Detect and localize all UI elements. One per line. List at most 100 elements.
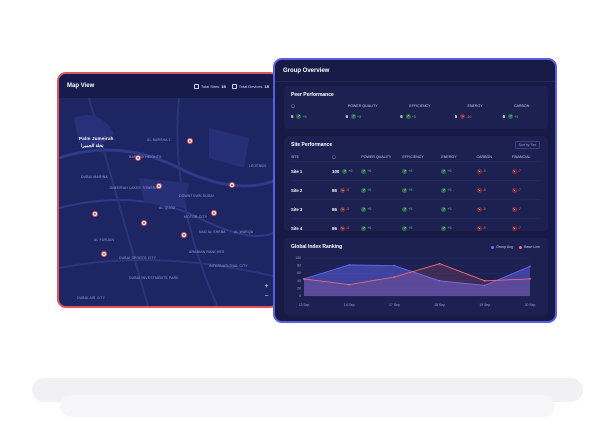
legend-base-line: Base Line	[519, 245, 540, 249]
x-tick-label: 20 Sep	[525, 303, 536, 307]
peer-header-row: ◯ POWER QUALITY EFFICIENCY ENERGY CARBON	[291, 104, 541, 108]
site-row[interactable]: Site 1 100 ↗ +5 ↗ +5 ↗ +5 ↗ +5 ↘ -5 ↘ -7	[291, 164, 541, 178]
map-place-label: AL FURJAN	[94, 238, 115, 242]
total-sites-stat: Total Sites 15	[193, 83, 226, 89]
group-title: Group Overview	[283, 67, 330, 74]
y-tick-label: 80	[297, 264, 301, 268]
map-place-label: DUBAI MARINA	[81, 175, 108, 179]
site-pin[interactable]	[187, 138, 193, 144]
site-metric-cell: ↘ -5	[476, 225, 486, 231]
data-point	[348, 283, 351, 286]
site-metric-cell: ↗ +5	[441, 168, 452, 174]
data-point	[393, 276, 396, 278]
site-performance-panel: Site Performance Sort by Tier SITE ◯ POW…	[284, 136, 548, 231]
sort-by-tier-button[interactable]: Sort by Tier	[514, 141, 540, 149]
map-place-label: DUBAI INVESTMENTS PARK	[129, 276, 179, 280]
map-canvas[interactable]: Palm Jumeirah نخلة الجميرا AL BARSHA 1 B…	[59, 98, 277, 306]
site-pin[interactable]	[135, 155, 141, 161]
map-stats: Total Sites 15 Total Devices 15	[193, 83, 269, 89]
total-sites-value: 15	[221, 83, 226, 89]
total-devices-label: Total Devices	[238, 83, 263, 89]
divider	[291, 218, 541, 219]
site-col-header: CARBON	[476, 155, 492, 159]
map-place-label: JUMEIRAH LAKES TOWERS	[109, 186, 159, 190]
divider	[291, 180, 541, 181]
site-pin[interactable]	[101, 251, 107, 257]
ranking-panel: Global Index Ranking Group Avg Base Line…	[284, 238, 548, 316]
site-metric-cell: ↗ +5	[441, 206, 452, 212]
site-pin[interactable]	[92, 211, 98, 217]
group-overview-card: Group Overview Peer Performance ◯ POWER …	[273, 58, 557, 323]
site-pin[interactable]	[141, 220, 147, 226]
data-point	[529, 265, 531, 268]
site-metric-cell: ↗ +5	[441, 187, 452, 193]
site-rows: Site 1 100 ↗ +5 ↗ +5 ↗ +5 ↗ +5 ↘ -5 ↘ -7 Site 2 86 ↘ -5 ↗ +…	[291, 164, 541, 235]
site-col-header: POWER QUALITY	[361, 155, 392, 159]
series-line	[303, 263, 531, 286]
site-pin[interactable]	[181, 232, 187, 238]
data-point	[303, 278, 305, 280]
legend-group-avg: Group Avg	[491, 245, 513, 249]
group-header: Group Overview	[275, 60, 555, 82]
peer-performance-panel: Peer Performance ◯ POWER QUALITY EFFICIE…	[284, 86, 548, 129]
site-pin[interactable]	[229, 182, 235, 188]
map-place-label: AL QUOZ	[159, 206, 176, 210]
site-pin[interactable]	[156, 183, 162, 189]
site-metric-cell: ↘ -5	[476, 206, 486, 212]
site-name: Site 1	[291, 168, 303, 174]
peer-col-header: ENERGY	[467, 104, 483, 108]
peer-col-header: CARBON	[513, 104, 530, 108]
score-icon: ◯	[332, 155, 337, 159]
site-metric-cell: ↗ +5	[402, 206, 413, 212]
peer-col-header: EFFICIENCY	[409, 104, 431, 108]
site-metric-cell: ↘ -5	[476, 187, 486, 193]
site-metric-cell: ↗ +5	[402, 187, 413, 193]
map-place-label: NAD AL SHEBA	[199, 230, 226, 234]
peer-value: 6 ↗ +5	[502, 114, 519, 119]
total-devices-value: 15	[264, 83, 269, 89]
map-place-label: Palm Jumeirah	[79, 136, 114, 141]
map-place-label: BARSHA HEIGHTS	[129, 155, 162, 159]
map-title: Map View	[67, 83, 95, 89]
total-devices-stat: Total Devices 15	[231, 83, 269, 89]
ranking-chart: 100 80 60 40 20 0 13 Sep 14 Sep 17 Sep 18 Sep 19 S…	[295, 256, 536, 307]
map-header: Map View Total Sites 15 Total Devices 15	[59, 74, 277, 98]
site-metric-cell: ↘ -7	[511, 187, 521, 193]
map-place-label: MOTOR CITY	[184, 215, 208, 219]
map-place-label: ARABIAN RANCHES	[189, 250, 225, 254]
site-metric-cell: ↗ +5	[361, 225, 372, 231]
map-place-label: نخلة الجميرا	[81, 143, 104, 148]
series-line	[303, 264, 531, 286]
peer-col-header: POWER QUALITY	[347, 104, 378, 108]
site-row[interactable]: Site 4 86 ↘ -5 ↗ +5 ↗ +5 ↗ +5 ↘ -5 ↘ -7	[291, 221, 541, 235]
site-row[interactable]: Site 3 86 ↘ -5 ↗ +5 ↗ +5 ↗ +5 ↘ -5 ↘ -7	[291, 202, 541, 216]
divider	[291, 161, 541, 162]
score-icon: ◯	[291, 104, 296, 108]
zoom-out-button[interactable]: −	[264, 293, 269, 300]
map-place-label: DOWNTOWN DUBAI	[179, 194, 215, 198]
peer-values-row: 6 ↗ +5 6 ↗ +5 6 ↗ +5 5 ↘ -10 6 ↗ +5	[291, 114, 541, 119]
zoom-in-button[interactable]: +	[264, 283, 269, 290]
site-metric-cell: ↘ -7	[511, 225, 521, 231]
site-name: Site 4	[291, 225, 303, 231]
total-sites-label: Total Sites	[200, 83, 220, 89]
site-title: Site Performance	[291, 142, 333, 148]
x-tick-label: 13 Sep	[299, 303, 310, 307]
site-score: 86 ↘ -5	[332, 206, 350, 212]
site-col-header: SITE	[291, 155, 299, 159]
map-view-card: Map View Total Sites 15 Total Devices 15	[57, 72, 279, 308]
data-point	[348, 263, 351, 266]
site-score: 86 ↘ -5	[332, 187, 350, 193]
data-point	[438, 279, 441, 282]
series-area	[304, 264, 530, 296]
site-metric-cell: ↗ +5	[441, 225, 452, 231]
y-tick-label: 0	[299, 294, 301, 298]
site-pin[interactable]	[211, 210, 217, 216]
site-row[interactable]: Site 2 86 ↘ -5 ↗ +5 ↗ +5 ↗ +5 ↘ -5 ↘ -7	[291, 183, 541, 197]
site-score: 100 ↗ +5	[332, 168, 353, 174]
map-place-label: DUBAI AIR CITY	[77, 296, 106, 300]
map-place-label: DUBAI SPORTS CITY	[119, 256, 157, 260]
site-col-header: FINANCIAL	[511, 155, 531, 159]
data-point	[438, 262, 441, 265]
site-metric-cell: ↘ -5	[476, 168, 486, 174]
